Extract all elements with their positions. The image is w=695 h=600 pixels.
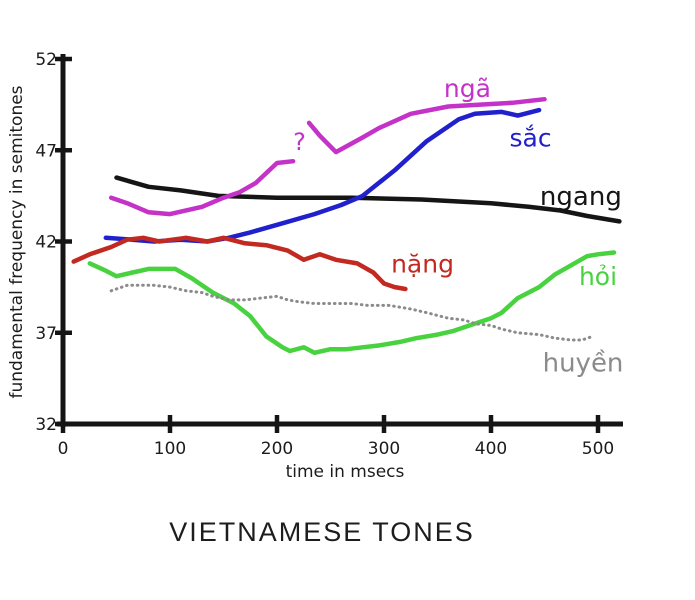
tone-curve-nga xyxy=(108,158,296,217)
x-tick-label: 200 xyxy=(261,439,293,459)
tone-curve-sac xyxy=(103,107,542,244)
x-tick-label: 400 xyxy=(475,439,507,459)
tone-label-sac: sắc xyxy=(510,123,552,152)
tone-curve-nga xyxy=(306,96,547,155)
y-tick-label: 42 xyxy=(35,233,57,253)
tone-label-huyen: huyền xyxy=(543,348,624,378)
x-tick-label: 0 xyxy=(58,439,69,459)
figure-title: VIETNAMESE TONES xyxy=(169,517,475,547)
y-tick-label: 47 xyxy=(35,141,57,161)
gap-question-mark-annotation: ? xyxy=(293,128,306,156)
x-tick-label: 100 xyxy=(154,439,186,459)
y-tick-label: 37 xyxy=(35,324,57,344)
y-tick-label: 32 xyxy=(35,415,57,435)
tone-label-nang: nặng xyxy=(391,249,454,278)
tone-curve-huyen xyxy=(109,283,595,342)
x-tick-label: 300 xyxy=(368,439,400,459)
x-tick-label: 500 xyxy=(582,439,614,459)
x-axis-title: time in msecs xyxy=(286,462,405,482)
tone-label-nga: ngã xyxy=(444,74,491,103)
y-axis-title: fundamental frequency in semitones xyxy=(7,85,27,398)
tone-curve-nang xyxy=(71,235,408,292)
tone-curve-ngang xyxy=(114,175,622,224)
y-tick-label: 52 xyxy=(35,50,57,70)
tone-label-hoi: hỏi xyxy=(579,262,617,291)
tone-label-ngang: ngang xyxy=(540,182,622,212)
tone-curve-hoi xyxy=(87,250,617,356)
